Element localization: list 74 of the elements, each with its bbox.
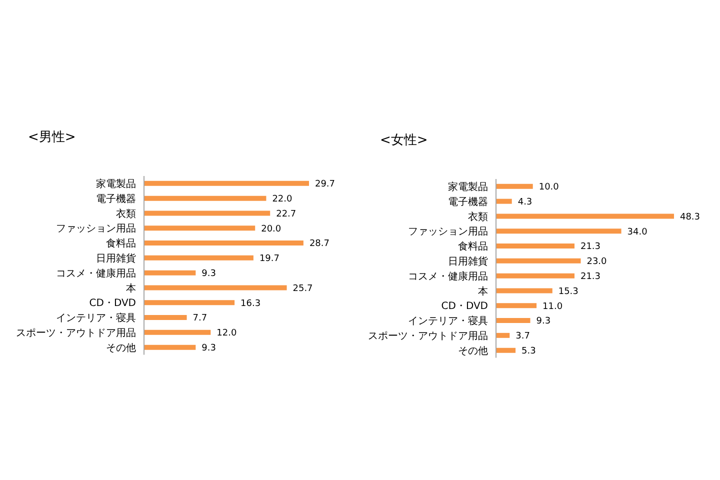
bar [144, 285, 287, 290]
data-label: 15.3 [558, 286, 578, 297]
data-label: 25.7 [292, 284, 313, 294]
y-tick-label: 本 [126, 282, 136, 294]
bar [496, 198, 512, 204]
data-label: 21.3 [580, 272, 601, 282]
bar [144, 270, 196, 276]
data-label: 19.7 [259, 254, 280, 264]
y-tick-label: ファッション用品 [56, 224, 136, 235]
data-label: 9.3 [536, 316, 551, 327]
data-label: 11.0 [542, 302, 563, 312]
data-label: 10.0 [538, 182, 560, 193]
data-label: 4.3 [518, 198, 532, 208]
bar [144, 300, 235, 306]
y-tick-label: 電子機器 [448, 196, 488, 208]
y-tick-label: CD・DVD [441, 301, 488, 312]
bar [496, 332, 510, 338]
y-tick-label: コスメ・健康用品 [56, 267, 136, 280]
y-tick-label: コスメ・健康用品 [408, 270, 488, 282]
bar [144, 315, 187, 320]
y-tick-label: 電子機器 [96, 192, 136, 205]
y-tick-label: ファッション用品 [408, 226, 488, 238]
bar [496, 348, 516, 353]
data-label: 7.7 [192, 314, 208, 324]
data-label: 9.3 [202, 344, 216, 354]
y-tick-label: CD・DVD [89, 298, 136, 310]
data-label: 12.0 [216, 328, 237, 339]
y-tick-label: その他 [106, 342, 136, 354]
bar [496, 303, 537, 308]
bar [144, 196, 266, 201]
chart-title: <男性> [28, 129, 77, 146]
data-label: 21.3 [580, 242, 601, 252]
data-label: 22.7 [276, 209, 296, 220]
bar [144, 344, 196, 350]
y-tick-label: 食料品 [106, 238, 136, 250]
y-tick-label: 食料品 [458, 240, 488, 253]
bar [144, 180, 309, 186]
bar [144, 255, 254, 260]
y-tick-label: 衣類 [468, 210, 488, 223]
data-label: 28.7 [309, 239, 330, 250]
bar [496, 288, 552, 294]
y-tick-label: 家電製品 [96, 178, 136, 190]
y-tick-label: 本 [478, 285, 488, 298]
bar [144, 330, 211, 335]
y-tick-label: スポーツ・アウトドア用品 [368, 330, 488, 342]
data-label: 34.0 [627, 227, 648, 238]
y-tick-label: 日用雑貨 [96, 252, 136, 264]
chart-title: <女性> [380, 132, 429, 149]
bar [496, 273, 574, 278]
bar [496, 318, 530, 324]
bar [144, 240, 304, 246]
data-label: 5.3 [522, 346, 536, 357]
bar [496, 214, 674, 219]
data-label: 48.3 [680, 212, 700, 222]
data-label: 29.7 [315, 180, 336, 190]
y-tick-label: 家電製品 [448, 181, 488, 193]
bar [144, 210, 270, 216]
y-tick-label: 日用雑貨 [448, 256, 488, 268]
data-label: 23.0 [586, 257, 608, 268]
data-label: 9.3 [202, 269, 216, 280]
data-label: 20.0 [261, 224, 282, 234]
y-tick-label: スポーツ・アウトドア用品 [16, 328, 136, 339]
y-tick-label: インテリア・寝具 [56, 312, 136, 324]
data-label: 3.7 [516, 332, 530, 342]
bar [144, 226, 256, 231]
bar [496, 258, 581, 264]
bar [496, 184, 533, 189]
y-tick-label: 衣類 [116, 208, 136, 220]
y-tick-label: インテリア・寝具 [408, 315, 488, 328]
data-label: 16.3 [240, 298, 261, 309]
y-tick-label: その他 [458, 344, 488, 357]
data-label: 22.0 [272, 194, 293, 205]
bar [496, 228, 622, 234]
bar [496, 244, 574, 249]
